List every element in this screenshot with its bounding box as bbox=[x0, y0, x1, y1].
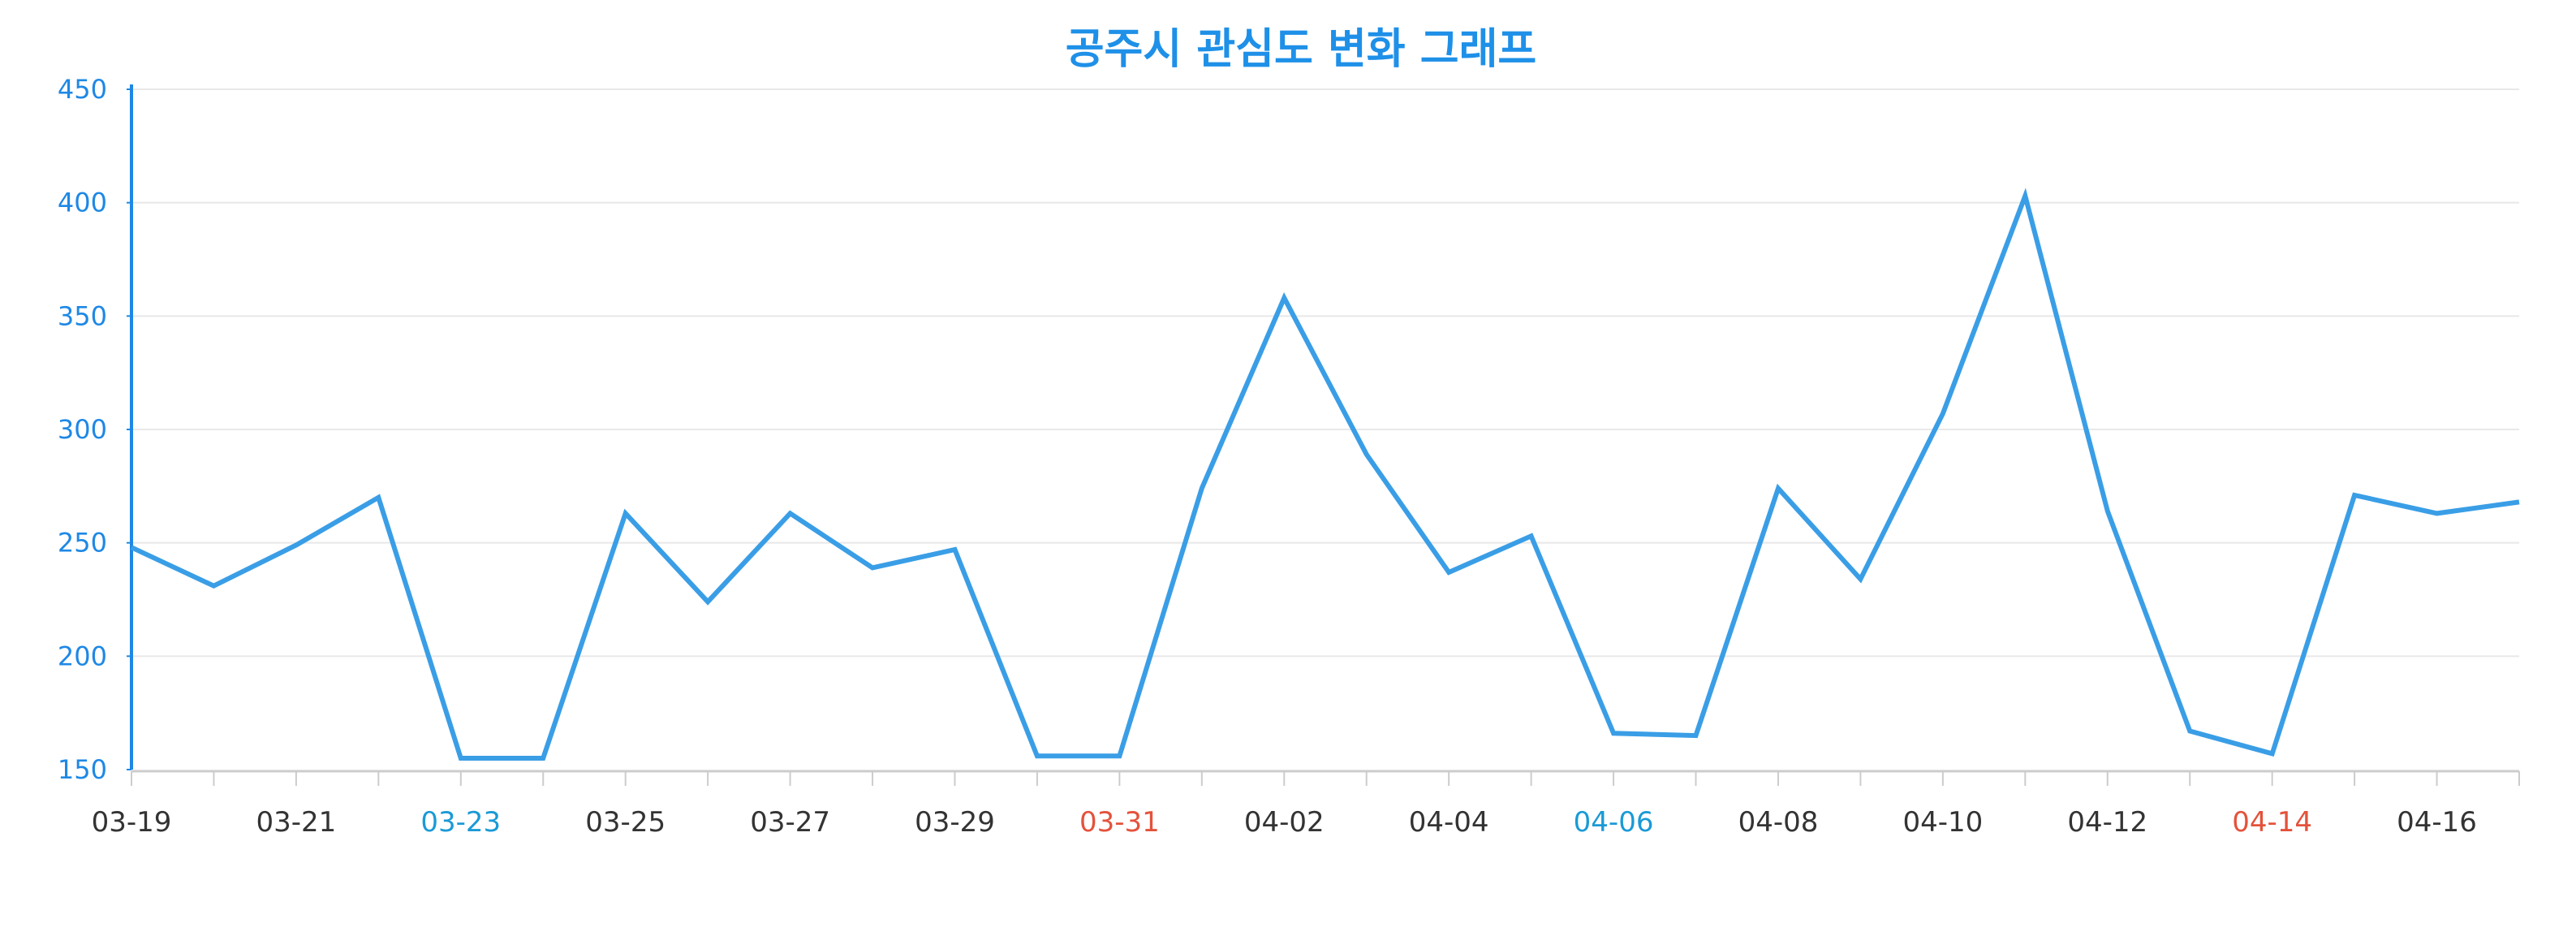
x-tick-label: 03-21 bbox=[256, 806, 336, 839]
x-tick-label: 03-23 bbox=[420, 806, 501, 839]
x-tick-label: 04-10 bbox=[1902, 806, 1983, 839]
x-tick-label: 03-25 bbox=[585, 806, 666, 839]
x-tick-label: 04-02 bbox=[1244, 806, 1325, 839]
y-tick-label: 350 bbox=[58, 300, 107, 331]
x-tick-label: 03-29 bbox=[915, 806, 995, 839]
x-tick-label: 03-31 bbox=[1079, 806, 1160, 839]
y-tick-label: 250 bbox=[58, 528, 107, 559]
y-gridlines bbox=[131, 88, 2519, 658]
series-line bbox=[130, 188, 2520, 761]
x-tick-label: 04-08 bbox=[1738, 806, 1819, 839]
x-tick-label: 03-27 bbox=[750, 806, 830, 839]
x-tick-label: 03-19 bbox=[92, 806, 172, 839]
y-tick-label: 300 bbox=[58, 414, 107, 445]
x-tick-label: 04-14 bbox=[2232, 806, 2312, 839]
y-tick-label: 400 bbox=[58, 188, 107, 218]
y-tick-label: 450 bbox=[58, 74, 107, 105]
y-tick-label: 150 bbox=[58, 754, 107, 785]
chart-title: 공주시 관심도 변화 그래프 bbox=[1066, 25, 1537, 74]
y-tick-label: 200 bbox=[58, 641, 107, 671]
x-tick-label: 04-06 bbox=[1574, 806, 1654, 839]
x-tick-label: 04-04 bbox=[1409, 806, 1489, 839]
x-tick-label: 04-16 bbox=[2397, 806, 2477, 839]
x-tick-label: 04-12 bbox=[2067, 806, 2147, 839]
